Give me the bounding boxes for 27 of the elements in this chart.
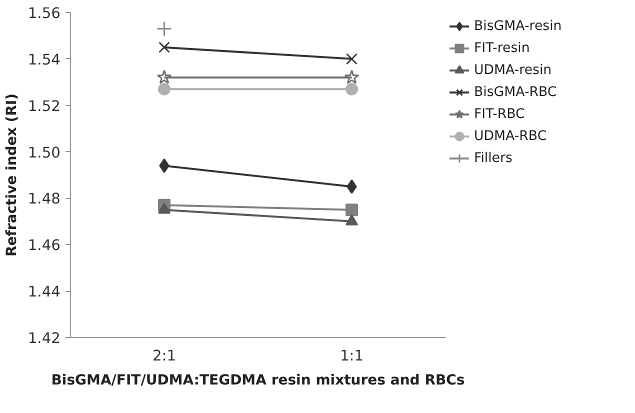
y-tick-label: 1.46 [28, 237, 61, 254]
legend-label: UDMA-RBC [474, 128, 547, 144]
y-tick-label: 1.42 [28, 330, 61, 347]
y-axis-title: Refractive index (RI) [4, 94, 20, 256]
legend-label: BisGMA-RBC [474, 84, 557, 100]
point [346, 53, 358, 65]
point [156, 70, 172, 84]
point [158, 82, 170, 96]
y-tick-label: 1.44 [28, 284, 61, 301]
point [344, 70, 360, 84]
point [346, 204, 358, 216]
point [156, 21, 172, 36]
point [158, 42, 170, 54]
y-tick-label: 1.50 [28, 144, 61, 162]
x-axis-title: BisGMA/FIT/UDMA:TEGDMA resin mixtures and RBCs [51, 372, 465, 388]
legend-label: UDMA-resin [474, 62, 552, 78]
legend-label: Fillers [474, 150, 512, 166]
legend-label: FIT-RBC [474, 106, 525, 122]
legend-label: FIT-resin [474, 40, 530, 56]
x-tick-label: 1:1 [340, 348, 364, 364]
y-tick-label: 1.54 [28, 51, 61, 68]
x-tick-label: 2:1 [152, 348, 176, 364]
y-tick-label: 1.52 [28, 98, 61, 115]
y-tick-label: 1.48 [28, 190, 61, 208]
point [346, 82, 358, 96]
legend-label: BisGMA-resin [474, 18, 562, 34]
y-tick-label: 1.56 [28, 5, 61, 22]
